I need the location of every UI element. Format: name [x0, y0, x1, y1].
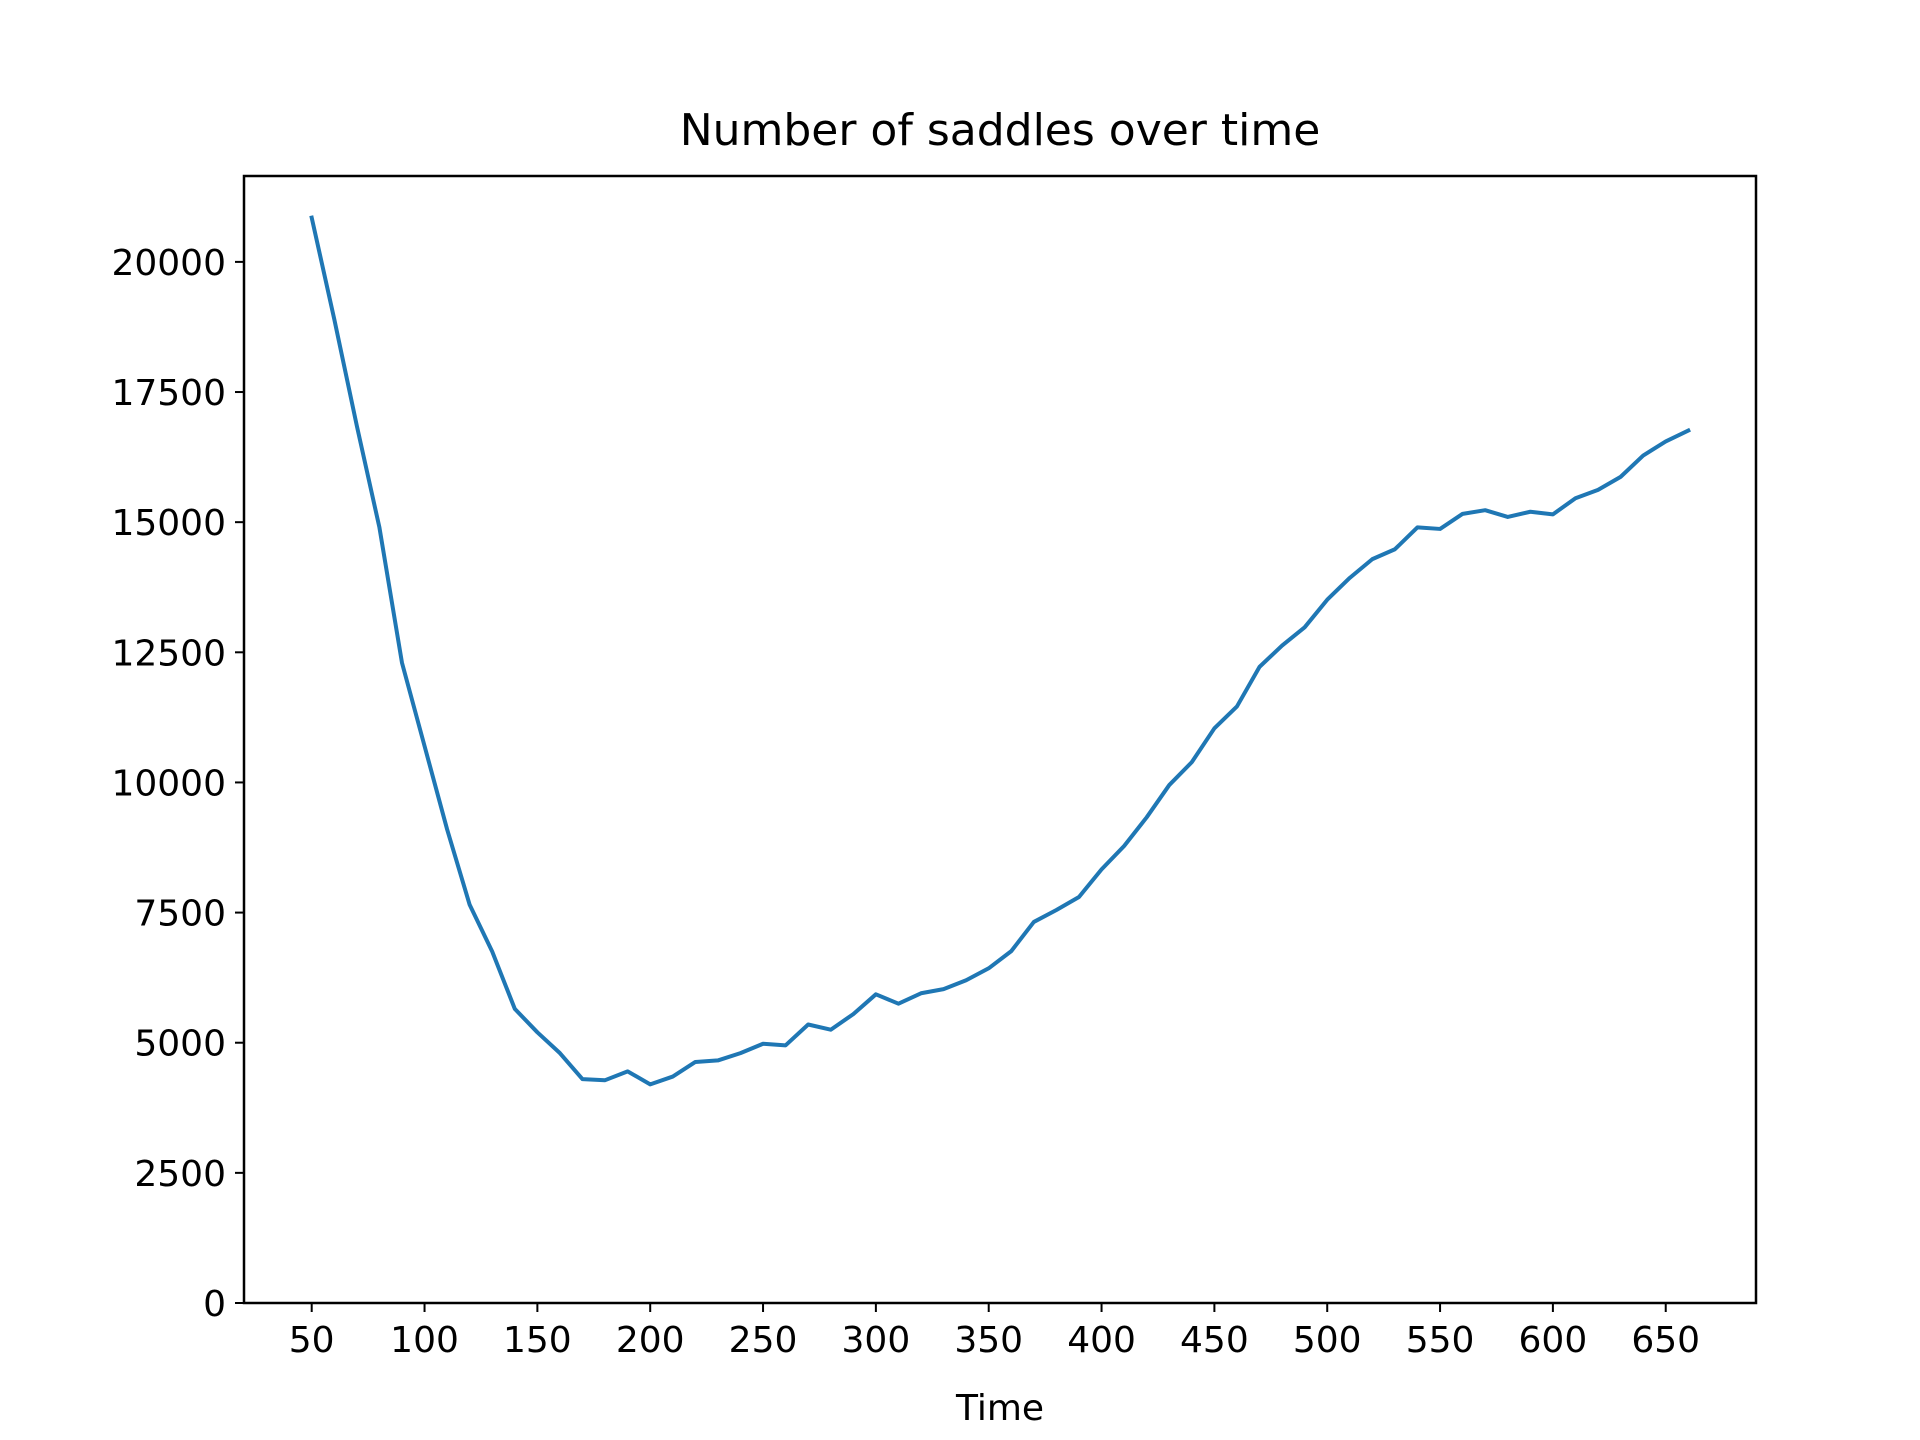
- data-point: [1190, 760, 1194, 764]
- data-point: [1393, 547, 1397, 551]
- y-tick-label: 7500: [134, 894, 226, 935]
- x-tick-label: 350: [954, 1320, 1023, 1361]
- plot-frame: [242, 174, 1758, 1305]
- x-tick-label: 400: [1067, 1320, 1136, 1361]
- y-tick-label: 15000: [111, 503, 226, 544]
- data-point: [1077, 895, 1081, 899]
- x-tick-label: 200: [616, 1320, 685, 1361]
- data-point: [829, 1028, 833, 1032]
- data-point: [1415, 525, 1419, 529]
- data-point: [603, 1078, 607, 1082]
- y-tick-label: 2500: [134, 1154, 226, 1195]
- y-tick-label: 12500: [111, 633, 226, 674]
- chart-title: Number of saddles over time: [680, 105, 1321, 156]
- data-point: [445, 827, 449, 831]
- data-point: [558, 1051, 562, 1055]
- data-point: [1573, 496, 1577, 500]
- data-point: [626, 1069, 630, 1073]
- data-point: [1619, 475, 1623, 479]
- x-tick-label: 50: [289, 1320, 335, 1361]
- series-line: [309, 215, 1691, 1087]
- data-point: [1032, 920, 1036, 924]
- data-point: [1212, 726, 1216, 730]
- data-point: [1280, 644, 1284, 648]
- data-point: [874, 992, 878, 996]
- data-point: [1167, 783, 1171, 787]
- data-point: [1551, 512, 1555, 516]
- x-axis-label: Time: [955, 1388, 1044, 1429]
- data-point: [716, 1058, 720, 1062]
- data-point: [1100, 867, 1104, 871]
- x-tick-label: 250: [729, 1320, 798, 1361]
- data-point: [648, 1082, 652, 1086]
- data-point: [423, 744, 427, 748]
- data-point: [1122, 844, 1126, 848]
- data-point: [806, 1023, 810, 1027]
- data-point: [987, 966, 991, 970]
- data-point: [513, 1007, 517, 1011]
- data-point: [896, 1002, 900, 1006]
- data-point: [1483, 508, 1487, 512]
- x-tick-label: 550: [1406, 1320, 1475, 1361]
- data-point: [1686, 429, 1690, 433]
- data-point: [468, 903, 472, 907]
- x-tick-label: 100: [390, 1320, 459, 1361]
- data-point: [535, 1030, 539, 1034]
- data-point: [693, 1060, 697, 1064]
- data-point: [1664, 439, 1668, 443]
- data-point: [1258, 665, 1262, 669]
- data-point: [490, 950, 494, 954]
- data-point: [400, 661, 404, 665]
- data-point: [1438, 527, 1442, 531]
- data-point: [1235, 704, 1239, 708]
- data-point: [1303, 625, 1307, 629]
- data-point: [738, 1051, 742, 1055]
- data-point: [919, 991, 923, 995]
- x-tick-label: 150: [503, 1320, 572, 1361]
- data-point: [377, 525, 381, 529]
- data-point: [761, 1042, 765, 1046]
- data-point: [1506, 515, 1510, 519]
- y-tick-label: 17500: [111, 373, 226, 414]
- data-point: [1325, 598, 1329, 602]
- data-point: [310, 216, 314, 220]
- data-point: [784, 1043, 788, 1047]
- data-point: [851, 1012, 855, 1016]
- data-point: [1370, 557, 1374, 561]
- axis-ticks: 50 100 150 200 250 300 350 400 450 500 550 600 650 0 2…: [111, 243, 1700, 1361]
- x-tick-label: 450: [1180, 1320, 1249, 1361]
- data-point: [1145, 815, 1149, 819]
- data-point: [1348, 576, 1352, 580]
- data-point: [1054, 908, 1058, 912]
- data-point: [1461, 512, 1465, 516]
- data-point: [355, 424, 359, 428]
- x-tick-label: 600: [1519, 1320, 1588, 1361]
- data-point: [1528, 510, 1532, 514]
- data-point: [1596, 488, 1600, 492]
- data-point: [942, 987, 946, 991]
- data-point: [964, 978, 968, 982]
- data-point: [1009, 949, 1013, 953]
- data-point: [671, 1075, 675, 1079]
- x-tick-label: 650: [1631, 1320, 1700, 1361]
- x-tick-label: 300: [842, 1320, 911, 1361]
- y-tick-label: 0: [203, 1284, 226, 1325]
- y-tick-label: 20000: [111, 243, 226, 284]
- data-point: [332, 317, 336, 321]
- y-tick-label: 10000: [111, 763, 226, 804]
- y-tick-label: 5000: [134, 1024, 226, 1065]
- x-tick-label: 500: [1293, 1320, 1362, 1361]
- data-point: [581, 1077, 585, 1081]
- data-point: [1641, 454, 1645, 458]
